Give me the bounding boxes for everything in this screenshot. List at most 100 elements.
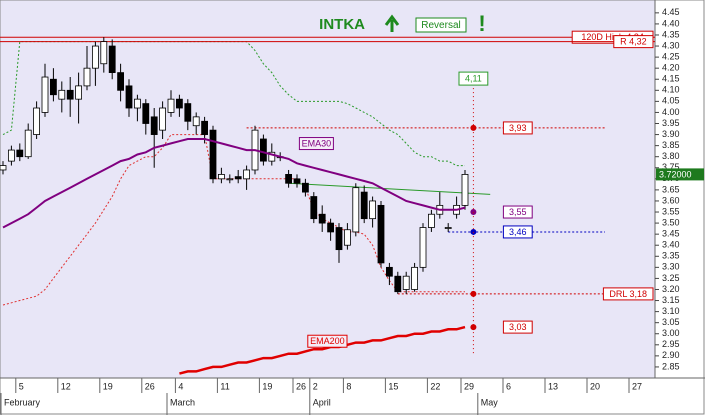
level-tag [502, 205, 533, 219]
y-tick-label: 4.25 [662, 51, 680, 61]
target-tag [458, 71, 489, 86]
x-tick-label: 20 [590, 381, 600, 391]
level-label: 120D High 4,34 [581, 32, 644, 42]
month-label: February [4, 397, 41, 407]
y-tick-label: 3.10 [662, 306, 680, 316]
level-marker [470, 324, 477, 331]
candle-body [66, 89, 74, 100]
candle-body [133, 98, 141, 109]
level-tag [502, 225, 533, 239]
x-tick-label: 22 [430, 381, 440, 391]
chart-title: INTKA [319, 16, 365, 33]
x-tick-label: 2 [313, 381, 318, 391]
y-tick-label: 4.20 [662, 63, 680, 73]
y-tick-label: 3.65 [662, 184, 680, 194]
level-marker [470, 124, 477, 131]
y-tick-label: 4.15 [662, 74, 680, 84]
y-tick-label: 3.05 [662, 317, 680, 327]
arrow-icon [384, 14, 400, 32]
candle-body [226, 178, 234, 181]
exclamation-icon: ! [478, 11, 485, 36]
candle-body [100, 41, 108, 65]
candle-body [201, 120, 209, 135]
candle-body [108, 45, 116, 74]
y-tick-label: 3.75 [662, 162, 680, 172]
y-tick-label: 3.45 [662, 229, 680, 239]
target-label: 4,11 [465, 73, 482, 83]
level-tag [502, 121, 533, 135]
candle-body [142, 103, 150, 124]
series-label: EMA200 [310, 336, 345, 346]
x-tick-label: 26 [296, 381, 306, 391]
candle-body [184, 103, 192, 122]
candle-body [352, 187, 360, 233]
candle-body [427, 213, 435, 228]
x-tick-label: 29 [464, 381, 474, 391]
candle-body [83, 67, 91, 87]
y-tick-label: 3.35 [662, 251, 680, 261]
candle-body [293, 178, 301, 184]
last-price-label: 3.72000 [659, 169, 692, 179]
y-tick-label: 3.55 [662, 206, 680, 216]
y-tick-label: 3.25 [662, 273, 680, 283]
candle-body [461, 174, 469, 206]
y-tick-label: 3.95 [662, 118, 680, 128]
y-tick-label: 4.10 [662, 85, 680, 95]
y-tick-label: 3.80 [662, 151, 680, 161]
level-tag [602, 287, 654, 301]
x-tick-label: 15 [388, 381, 398, 391]
y-tick-label: 3.20 [662, 284, 680, 294]
candle-body [192, 116, 200, 127]
x-tick-label: 12 [61, 381, 71, 391]
level-label: 3,55 [509, 207, 527, 217]
series-tag [307, 334, 348, 348]
candle-body [16, 149, 24, 158]
month-label: March [170, 397, 195, 407]
candle-body [58, 89, 66, 100]
y-tick-label: 3.40 [662, 240, 680, 250]
candle-body [167, 98, 175, 113]
candle-body [0, 165, 7, 171]
y-tick-label: 2.95 [662, 339, 680, 349]
x-tick-label: 27 [632, 381, 642, 391]
candle-body [175, 98, 183, 109]
x-tick-label: 19 [262, 381, 272, 391]
y-tick-label: 3.60 [662, 195, 680, 205]
level-marker [470, 228, 477, 235]
x-tick-label: 6 [506, 381, 511, 391]
y-tick-label: 4.05 [662, 96, 680, 106]
candle-body [33, 107, 40, 135]
level-label: DRL 3,18 [609, 289, 647, 299]
candle-body [117, 72, 124, 91]
candle-body [125, 85, 133, 109]
candle-body [369, 200, 377, 220]
candle-body [159, 107, 167, 131]
candle-body [301, 182, 309, 193]
y-tick-label: 3.50 [662, 217, 680, 227]
series-tag [298, 137, 334, 151]
candle-body [327, 222, 335, 233]
candle-body [150, 116, 158, 135]
annotation-box [415, 17, 467, 33]
level-tag [613, 35, 654, 49]
x-tick-label: 26 [145, 381, 155, 391]
y-tick-label: 3.15 [662, 295, 680, 305]
y-tick-label: 3.00 [662, 328, 680, 338]
y-tick-label: 4.30 [662, 40, 680, 50]
x-tick-label: 13 [548, 381, 558, 391]
y-tick-label: 2.85 [662, 361, 680, 371]
level-label: R 4,32 [620, 36, 647, 46]
x-tick-label: 4 [178, 381, 183, 391]
candle-body [217, 174, 225, 180]
ema-line [179, 325, 466, 375]
y-tick-label: 4.45 [662, 7, 680, 17]
x-tick-label: 11 [220, 381, 229, 391]
candle-body [268, 151, 276, 162]
candle-body [41, 76, 49, 113]
candle-body [234, 176, 242, 180]
level-marker [470, 290, 477, 297]
candle-body [402, 275, 410, 290]
candle-body [7, 149, 15, 162]
annotation: Reversal [421, 20, 460, 31]
